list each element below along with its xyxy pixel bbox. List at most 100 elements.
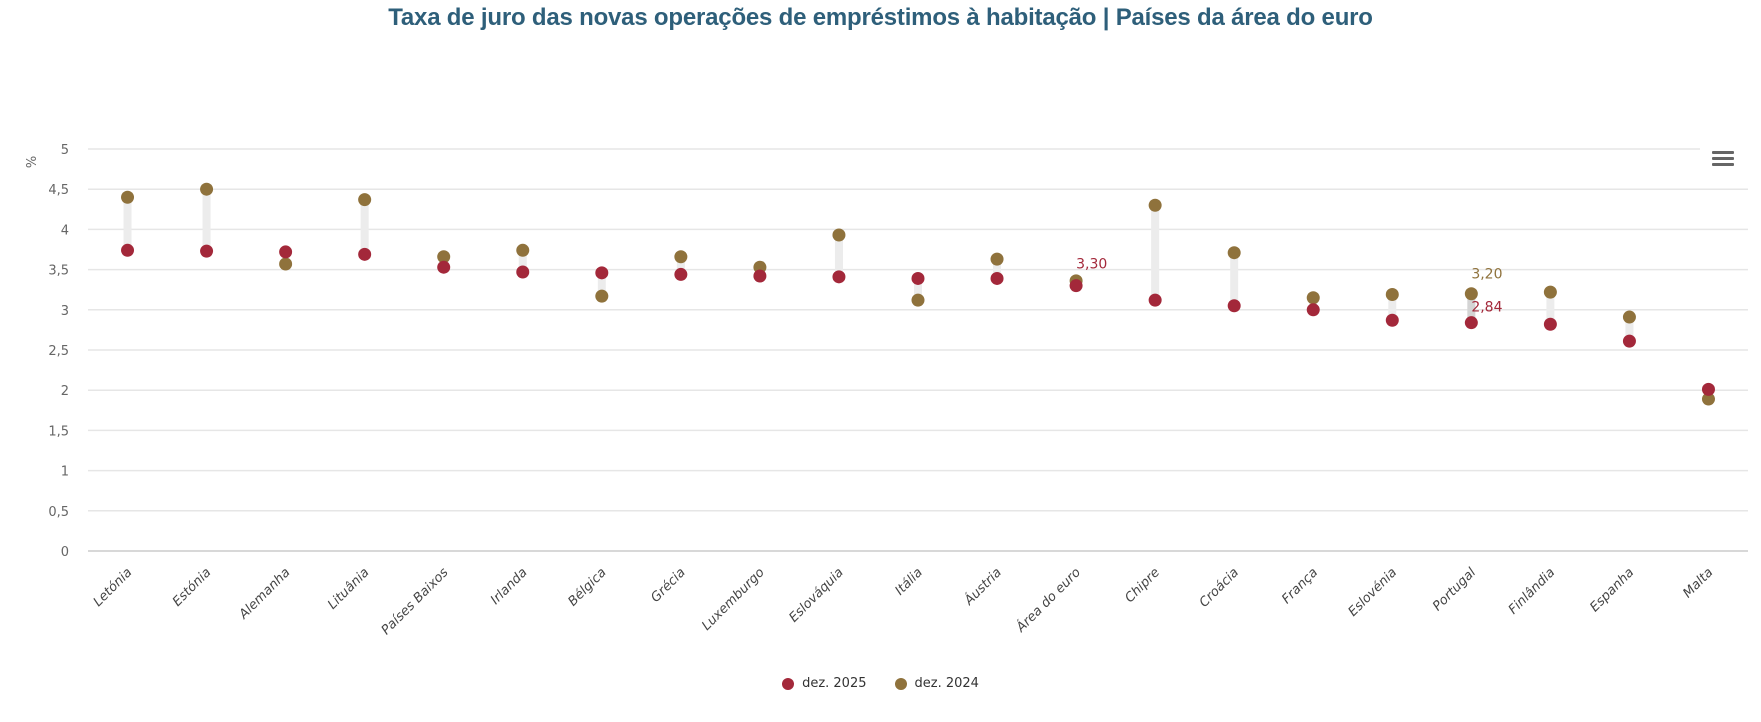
x-tick-label: Letónia [91, 565, 136, 610]
x-tick-label: Área do euro [1012, 564, 1084, 636]
data-point[interactable] [1464, 287, 1478, 301]
data-labels: 3,30 3,20 2,84 [1076, 257, 1503, 316]
y-tick-label: 4 [61, 223, 69, 238]
x-tick-label: Irlanda [488, 565, 531, 608]
y-tick-label: 0,5 [48, 505, 69, 520]
data-point[interactable] [1148, 293, 1162, 307]
data-point[interactable] [516, 265, 530, 279]
y-tick-label: 5 [61, 143, 69, 158]
x-tick-label: Estónia [170, 565, 214, 609]
connector-bar [1546, 292, 1555, 325]
x-tick-label: França [1279, 565, 1321, 607]
x-tick-label: Eslováquia [786, 565, 846, 625]
data-label: 2,84 [1471, 300, 1502, 316]
data-point[interactable] [516, 243, 530, 257]
data-point[interactable] [1701, 382, 1715, 396]
data-point[interactable] [121, 243, 135, 257]
data-point[interactable] [1464, 316, 1478, 330]
data-point[interactable] [279, 257, 293, 271]
connector-bar [123, 197, 132, 251]
connector-bar [360, 199, 369, 255]
data-point[interactable] [121, 190, 135, 204]
data-point[interactable] [200, 182, 214, 196]
legend-marker-dez-2025 [782, 677, 795, 690]
legend: dez. 2025 dez. 2024 [0, 676, 1761, 691]
data-point[interactable] [1306, 303, 1320, 317]
data-point[interactable] [200, 244, 214, 258]
x-tick-label: Malta [1680, 565, 1716, 601]
y-tick-label: 1 [61, 465, 69, 480]
data-point[interactable] [279, 245, 293, 259]
legend-item-dez-2024[interactable]: dez. 2024 [894, 676, 979, 691]
connector-bar [1625, 317, 1634, 342]
x-tick-label: Luxemburgo [699, 565, 768, 634]
connector-bar [993, 259, 1002, 279]
y-tick-label: 4,5 [48, 183, 69, 198]
x-tick-label: Bélgica [565, 565, 609, 609]
connector-bar [1388, 294, 1397, 321]
x-tick-label: Chipre [1122, 565, 1163, 606]
data-point[interactable] [832, 270, 846, 284]
data-point[interactable] [1148, 198, 1162, 212]
y-axis: 0 0,5 1 1,5 2 2,5 3 3,5 4 4,5 5 [48, 143, 69, 560]
hamburger-menu-icon-bar [1712, 157, 1734, 160]
hamburger-menu-icon-bar [1712, 163, 1734, 166]
connector-bar [1230, 252, 1239, 306]
data-point[interactable] [595, 266, 609, 280]
chart-title: Taxa de juro das novas operações de empr… [388, 4, 1373, 31]
data-point[interactable] [674, 250, 688, 264]
x-axis: Letónia Estónia Alemanha Lituânia Países Bai… [91, 564, 1717, 638]
x-tick-label: Finlândia [1506, 565, 1558, 617]
dumbbell-chart: 0 0,5 1 1,5 2 2,5 3 3,5 4 4,5 5 % Letónia Estónia Al… [25, 143, 1748, 638]
data-point[interactable] [832, 228, 846, 242]
x-tick-label: Áustria [960, 564, 1005, 609]
data-label: 3,30 [1076, 257, 1107, 273]
connector-bar [834, 235, 843, 277]
y-axis-label: % [25, 156, 40, 168]
data-point[interactable] [1385, 288, 1399, 302]
data-point[interactable] [1622, 310, 1636, 324]
data-point[interactable] [1069, 279, 1083, 293]
connector-bar [1151, 205, 1160, 301]
data-point[interactable] [990, 252, 1004, 266]
x-tick-label: Eslovénia [1346, 565, 1401, 620]
x-tick-label: Alemanha [236, 565, 294, 623]
data-point[interactable] [1227, 246, 1241, 260]
chart-menu-button[interactable] [1712, 151, 1734, 171]
legend-label: dez. 2025 [802, 676, 867, 691]
data-point[interactable] [1543, 317, 1557, 331]
x-tick-label: Países Baixos [379, 565, 452, 638]
legend-item-dez-2025[interactable]: dez. 2025 [782, 676, 867, 691]
data-point[interactable] [595, 289, 609, 303]
data-point[interactable] [1385, 313, 1399, 327]
data-point[interactable] [1306, 291, 1320, 305]
connector-bar [914, 278, 922, 301]
x-tick-label: Lituânia [325, 565, 372, 612]
x-tick-label: Itália [893, 565, 926, 598]
data-point[interactable] [990, 271, 1004, 285]
x-tick-label: Grécia [648, 565, 688, 605]
data-point[interactable] [674, 267, 688, 281]
data-points [121, 182, 1715, 406]
data-point[interactable] [1227, 299, 1241, 313]
data-point[interactable] [911, 293, 925, 307]
data-point[interactable] [437, 260, 451, 274]
connector-bar [597, 272, 606, 297]
y-tick-label: 2 [61, 384, 69, 399]
data-point[interactable] [358, 193, 372, 207]
data-point[interactable] [911, 271, 925, 285]
connector-bar [1467, 293, 1476, 323]
data-point[interactable] [437, 250, 451, 264]
data-point[interactable] [1701, 392, 1715, 406]
data-point[interactable] [1543, 285, 1557, 299]
data-point[interactable] [1622, 334, 1636, 348]
connector-bar [202, 189, 211, 252]
data-label: 3,20 [1471, 267, 1502, 283]
hamburger-menu-icon [1712, 151, 1734, 154]
legend-label: dez. 2024 [914, 676, 979, 691]
legend-marker-dez-2024 [894, 677, 907, 690]
y-tick-label: 2,5 [48, 344, 69, 359]
data-point[interactable] [753, 269, 767, 283]
y-tick-label: 1,5 [48, 424, 69, 439]
data-point[interactable] [358, 247, 372, 261]
